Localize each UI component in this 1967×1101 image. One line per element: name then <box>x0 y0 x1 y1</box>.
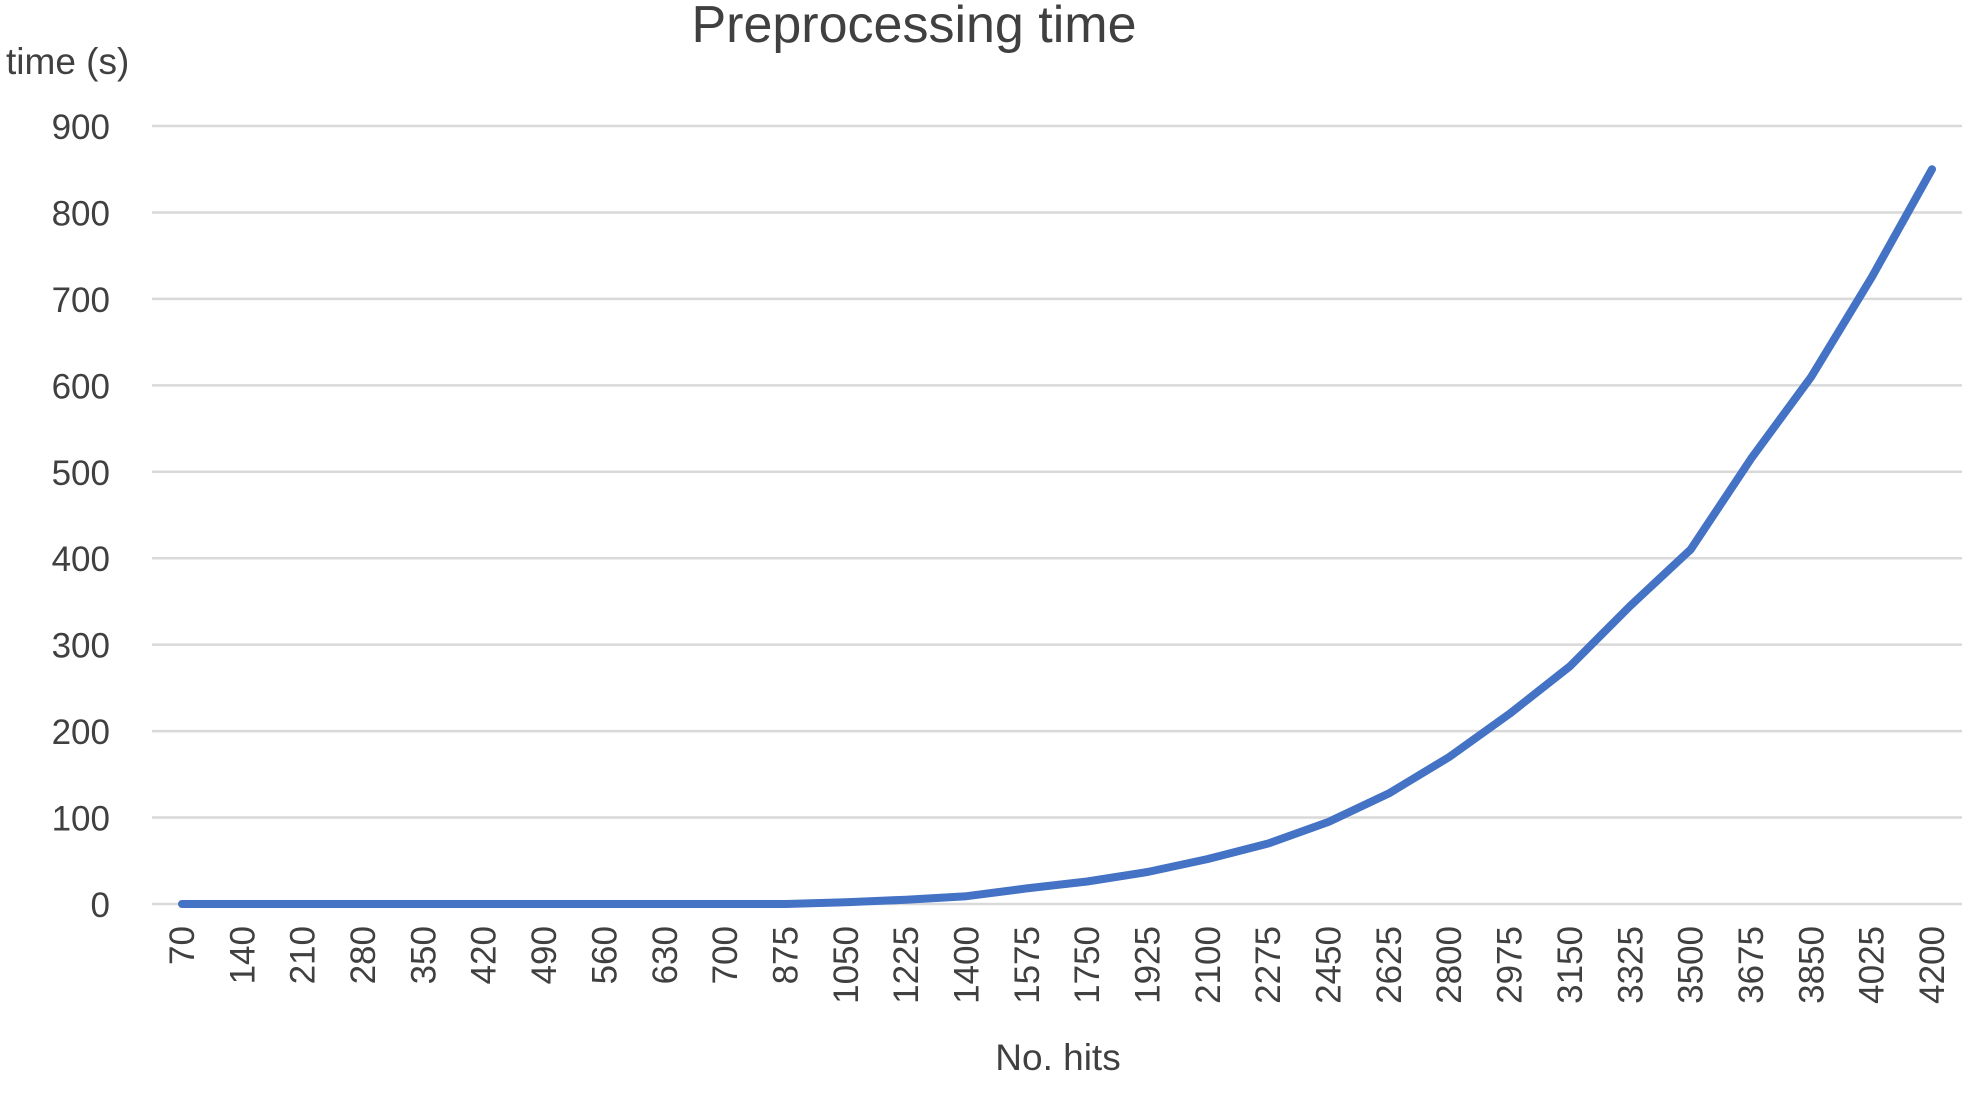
x-tick-label: 2100 <box>1189 926 1228 1004</box>
x-tick-label: 2800 <box>1430 926 1469 1004</box>
x-tick-label: 140 <box>223 926 262 984</box>
y-axis-label: time (s) <box>6 41 129 82</box>
y-tick-label: 0 <box>91 886 110 925</box>
x-tick-label: 2275 <box>1249 926 1288 1004</box>
x-tick-label: 630 <box>646 926 685 984</box>
y-tick-label: 500 <box>52 454 110 493</box>
x-tick-labels: 70 140 210 280 350 420 490 560 630 700 875 1050 1225… <box>163 926 1952 1004</box>
gridlines <box>152 124 1962 906</box>
x-tick-label: 3325 <box>1611 926 1650 1004</box>
y-tick-label: 400 <box>52 540 110 579</box>
series-layer <box>178 165 1936 908</box>
x-tick-label: 350 <box>404 926 443 984</box>
x-tick-label: 280 <box>344 926 383 984</box>
chart-title: Preprocessing time <box>691 0 1136 54</box>
x-tick-label: 2450 <box>1310 926 1349 1004</box>
x-tick-label: 875 <box>766 926 805 984</box>
series-line-0 <box>178 165 1936 908</box>
y-tick-label: 200 <box>52 713 110 752</box>
y-tick-labels: 0 100 200 300 400 500 600 700 800 900 <box>52 108 110 925</box>
y-tick-label: 300 <box>52 627 110 666</box>
x-tick-label: 1225 <box>887 926 926 1004</box>
x-tick-label: 1925 <box>1129 926 1168 1004</box>
y-tick-label: 100 <box>52 800 110 839</box>
x-axis-label: No. hits <box>995 1037 1120 1078</box>
x-tick-label: 560 <box>585 926 624 984</box>
y-tick-label: 700 <box>52 281 110 320</box>
x-tick-label: 2625 <box>1370 926 1409 1004</box>
x-tick-label: 700 <box>706 926 745 984</box>
x-tick-label: 2975 <box>1491 926 1530 1004</box>
x-tick-label: 70 <box>163 926 202 965</box>
y-tick-label: 800 <box>52 194 110 233</box>
x-tick-label: 4025 <box>1853 926 1892 1004</box>
x-tick-label: 1050 <box>827 926 866 1004</box>
x-tick-label: 1575 <box>1008 926 1047 1004</box>
x-tick-label: 1400 <box>947 926 986 1004</box>
x-tick-label: 210 <box>284 926 323 984</box>
x-tick-label: 420 <box>465 926 504 984</box>
y-tick-label: 600 <box>52 367 110 406</box>
x-tick-label: 1750 <box>1068 926 1107 1004</box>
y-tick-label: 900 <box>52 108 110 147</box>
x-tick-label: 3500 <box>1672 926 1711 1004</box>
x-tick-label: 490 <box>525 926 564 984</box>
x-tick-label: 3850 <box>1792 926 1831 1004</box>
x-tick-label: 3150 <box>1551 926 1590 1004</box>
x-tick-label: 3675 <box>1732 926 1771 1004</box>
x-tick-label: 4200 <box>1913 926 1952 1004</box>
